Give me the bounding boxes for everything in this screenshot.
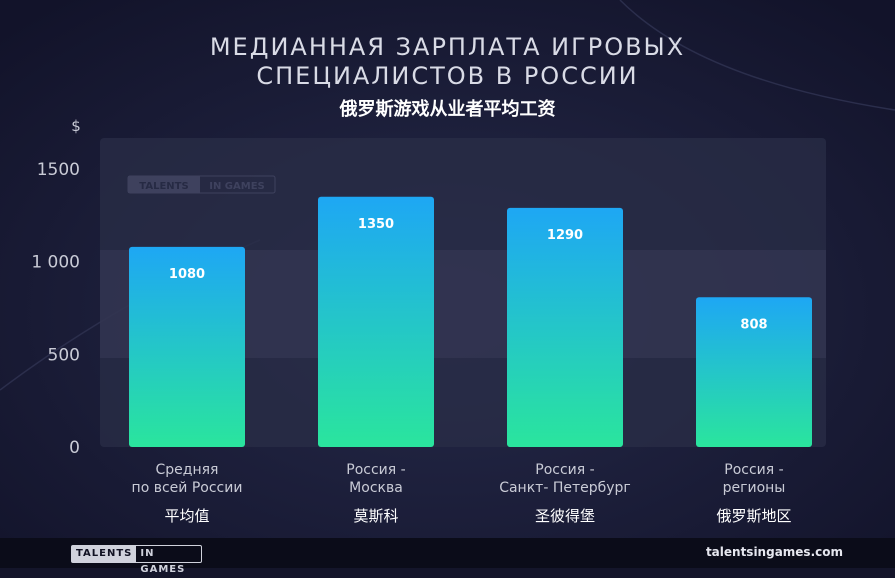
bar-value-label-2: 1290 xyxy=(547,228,583,243)
x-label-line2-0: по всей России xyxy=(132,480,243,496)
bar-value-label-1: 1350 xyxy=(358,217,394,232)
watermark-logo: TALENTS IN GAMES xyxy=(127,175,276,194)
x-label-chinese-1: 莫斯科 xyxy=(353,507,398,525)
y-tick-label-1: 500 xyxy=(48,345,80,365)
footer-logo: TALENTS IN GAMES xyxy=(71,545,202,575)
x-label-chinese-0: 平均值 xyxy=(164,507,209,525)
chart-title-line2: СПЕЦИАЛИСТОВ В РОССИИ xyxy=(256,62,639,90)
bar-value-label-0: 1080 xyxy=(169,267,205,282)
y-tick-label-2: 1 000 xyxy=(31,253,80,273)
y-tick-label-0: 0 xyxy=(69,438,80,458)
bar-3 xyxy=(696,297,812,447)
x-label-line2-1: Москва xyxy=(349,480,403,496)
bar-value-label-3: 808 xyxy=(740,317,767,332)
footer-website-link[interactable]: talentsingames.com xyxy=(705,545,843,559)
bar-0 xyxy=(129,246,245,447)
x-label-line1-0: Средняя xyxy=(156,462,219,478)
x-label-chinese-3: 俄罗斯地区 xyxy=(716,507,791,525)
y-axis-unit-label: $ xyxy=(71,117,81,135)
y-tick-label-3: 1500 xyxy=(37,160,80,180)
watermark-logo-part1: TALENTS xyxy=(139,181,188,192)
footer-logo-part1: TALENTS xyxy=(72,546,137,562)
x-label-line1-1: Россия - xyxy=(346,462,405,478)
x-label-line1-2: Россия - xyxy=(535,462,594,478)
watermark-logo-part2: IN GAMES xyxy=(209,181,265,192)
x-label-chinese-2: 圣彼得堡 xyxy=(535,507,595,525)
x-label-line2-3: регионы xyxy=(723,480,786,496)
bar-1 xyxy=(318,196,434,447)
x-label-line1-3: Россия - xyxy=(724,462,783,478)
chart-title-chinese: 俄罗斯游戏从业者平均工资 xyxy=(339,99,556,120)
footer-bar xyxy=(0,538,895,568)
bar-2 xyxy=(507,207,623,447)
x-label-line2-2: Санкт- Петербург xyxy=(499,480,631,496)
footer-logo-part2: IN GAMES xyxy=(140,548,186,575)
chart-title-line1: МЕДИАННАЯ ЗАРПЛАТА ИГРОВЫХ xyxy=(209,33,686,61)
